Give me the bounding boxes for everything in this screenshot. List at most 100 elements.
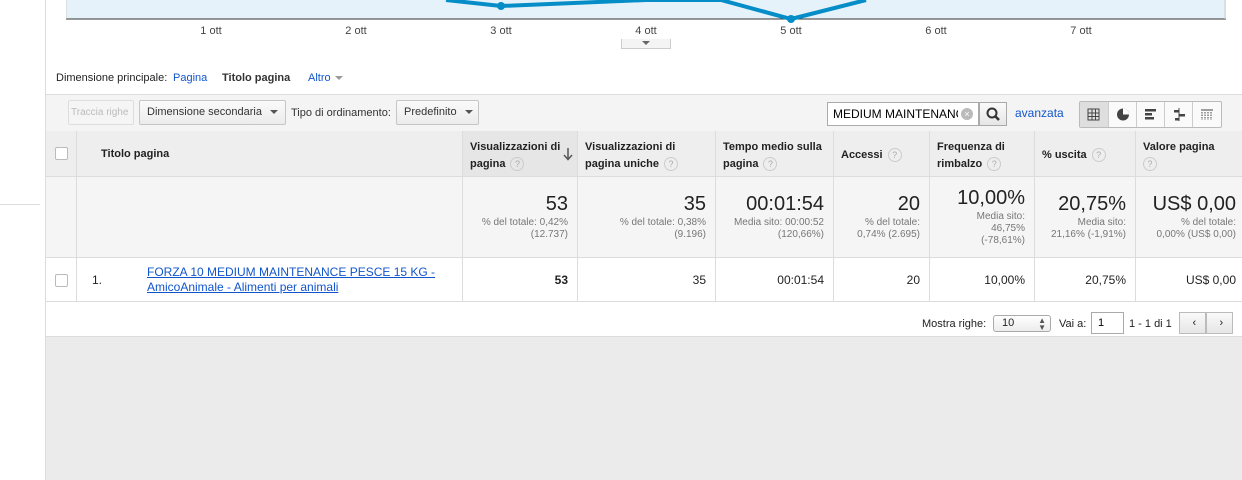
- help-icon[interactable]: ?: [763, 157, 778, 172]
- header-label: Frequenza di: [937, 141, 1005, 153]
- goto-label: Vai a:: [1059, 318, 1087, 330]
- timeline-chart: 1 ott 2 ott 3 ott 4 ott 5 ott 6 ott 7 ot…: [66, 0, 1226, 40]
- total-subtext: Media sito: 46,75% (-78,61%): [977, 211, 1025, 247]
- x-tick-label: 6 ott: [925, 25, 947, 37]
- total-subtext-line: (120,66%): [777, 229, 824, 240]
- total-entrances: 20 % del totale: 0,74% (2.695): [834, 177, 930, 258]
- total-value: 20,75%: [1058, 193, 1126, 215]
- performance-view-button[interactable]: [1136, 102, 1164, 127]
- primary-dimension-label: Dimensione principale:: [56, 72, 168, 84]
- cell-value: 00:01:54: [777, 273, 824, 287]
- cell-value: US$ 0,00: [1185, 273, 1236, 287]
- row-checkbox[interactable]: [55, 274, 68, 287]
- help-icon[interactable]: ?: [1091, 148, 1106, 163]
- select-all-header: [46, 131, 77, 177]
- total-subtext-line: % del totale: 0,38%: [619, 217, 706, 228]
- header-page-value[interactable]: Valore pagina?: [1136, 131, 1242, 177]
- total-subtext-line: Media sito:: [1077, 217, 1126, 228]
- select-all-checkbox[interactable]: [55, 147, 68, 160]
- secondary-dimension-label: Dimensione secondaria: [147, 106, 262, 118]
- secondary-dimension-dropdown[interactable]: Dimensione secondaria: [139, 100, 286, 125]
- help-icon[interactable]: ?: [987, 157, 1002, 172]
- header-label: Accessi: [841, 149, 883, 161]
- x-tick-label: 7 ott: [1070, 25, 1092, 37]
- total-value: 35: [683, 193, 706, 215]
- header-label: pagina uniche: [585, 158, 659, 170]
- total-bounce-rate: 10,00% Media sito: 46,75% (-78,61%): [930, 177, 1035, 258]
- header-entrances[interactable]: Accessi?: [834, 131, 930, 177]
- header-exit-rate[interactable]: % uscita?: [1035, 131, 1136, 177]
- total-page-value: US$ 0,00 % del totale: 0,00% (US$ 0,00): [1136, 177, 1242, 258]
- clear-icon[interactable]: ×: [961, 108, 973, 120]
- total-subtext-line: Media sito:: [976, 211, 1025, 222]
- total-subtext-line: (-78,61%): [981, 235, 1025, 246]
- row-select-cell: [46, 258, 77, 302]
- x-tick-label: 3 ott: [490, 25, 512, 37]
- sort-type-dropdown[interactable]: Predefinito: [396, 100, 479, 125]
- pagination-bar: Mostra righe: 10 ▲▼ Vai a: 1 - 1 di 1 ‹ ›: [46, 303, 1242, 337]
- chevron-down-icon: [334, 76, 343, 81]
- comparison-view-button[interactable]: [1164, 102, 1192, 127]
- header-unique-pageviews[interactable]: Visualizzazioni di pagina uniche?: [578, 131, 716, 177]
- row-page-value: US$ 0,00: [1136, 258, 1242, 302]
- total-subtext: % del totale: 0,42% (12.737): [482, 217, 568, 241]
- cell-value: 53: [554, 273, 568, 287]
- chart-collapse-toggle[interactable]: [621, 39, 671, 49]
- data-point: [497, 2, 505, 10]
- header-label: Visualizzazioni di: [470, 141, 561, 153]
- sort-type-value: Predefinito: [404, 106, 457, 118]
- dimension-option-altro[interactable]: Altro: [308, 72, 343, 84]
- total-subtext-line: (9.196): [674, 229, 706, 240]
- pivot-view-icon: [1201, 109, 1213, 120]
- total-subtext-line: 0,00% (US$ 0,00): [1156, 229, 1237, 240]
- next-page-button[interactable]: ›: [1206, 312, 1233, 334]
- search-button[interactable]: [979, 102, 1007, 126]
- total-exit-rate: 20,75% Media sito: 21,16% (-1,91%): [1035, 177, 1136, 258]
- header-bounce-rate[interactable]: Frequenza di rimbalzo?: [930, 131, 1035, 177]
- plot-rows-button[interactable]: Traccia righe: [68, 100, 134, 125]
- rows-per-page-select[interactable]: 10 ▲ ▼: [993, 315, 1051, 332]
- cell-value: 20,75%: [1085, 273, 1126, 287]
- table-view-icon: [1087, 108, 1100, 121]
- header-label: Tempo medio sulla: [723, 141, 822, 153]
- pivot-view-button[interactable]: [1192, 102, 1220, 127]
- help-icon[interactable]: ?: [663, 157, 678, 172]
- total-value: 00:01:54: [746, 193, 824, 215]
- help-icon[interactable]: ?: [510, 157, 525, 172]
- pie-view-button[interactable]: [1108, 102, 1136, 127]
- total-subtext: % del totale: 0,38% (9.196): [620, 217, 706, 241]
- dimension-option-titolo-pagina[interactable]: Titolo pagina: [222, 72, 291, 84]
- total-value: 20: [897, 193, 920, 215]
- search-icon: [986, 107, 1000, 121]
- total-subtext: Media sito: 00:00:52 (120,66%): [734, 217, 824, 241]
- help-icon[interactable]: ?: [887, 148, 902, 163]
- total-subtext-line: % del totale: 0,42%: [481, 217, 568, 228]
- data-table: Titolo pagina Visualizzazioni di pagina? …: [46, 131, 1242, 303]
- header-avg-time[interactable]: Tempo medio sulla pagina?: [716, 131, 834, 177]
- table-row-title: 1. FORZA 10 MEDIUM MAINTENANCE PESCE 15 …: [77, 258, 463, 302]
- header-pageviews[interactable]: Visualizzazioni di pagina?: [463, 131, 578, 177]
- row-entrances: 20: [834, 258, 930, 302]
- row-exit-rate: 20,75%: [1035, 258, 1136, 302]
- cell-value: 35: [692, 273, 706, 287]
- total-subtext-line: % del totale:: [864, 217, 920, 228]
- goto-page-input[interactable]: [1091, 312, 1124, 334]
- table-search-input[interactable]: [827, 102, 979, 126]
- advanced-filter-link[interactable]: avanzata: [1015, 106, 1064, 120]
- prev-page-button[interactable]: ‹: [1179, 312, 1206, 334]
- total-subtext-line: 21,16% (-1,91%): [1050, 229, 1126, 240]
- page-title-link[interactable]: FORZA 10 MEDIUM MAINTENANCE PESCE 15 KG …: [147, 265, 435, 295]
- header-label: pagina: [723, 158, 759, 170]
- empty-area: [46, 336, 1242, 480]
- help-icon[interactable]: ?: [1143, 157, 1157, 172]
- x-tick-label: 1 ott: [200, 25, 222, 37]
- sort-type-label: Tipo di ordinamento:: [291, 107, 391, 119]
- total-subtext: % del totale: 0,74% (2.695): [857, 217, 920, 241]
- x-tick-label: 5 ott: [780, 25, 802, 37]
- total-subtext-line: 0,74% (2.695): [857, 229, 920, 240]
- page-range: 1 - 1 di 1: [1129, 318, 1172, 330]
- table-view-button[interactable]: [1080, 102, 1108, 127]
- dimension-option-pagina[interactable]: Pagina: [173, 72, 208, 84]
- header-page-title[interactable]: Titolo pagina: [77, 131, 463, 177]
- row-avg-time: 00:01:54: [716, 258, 834, 302]
